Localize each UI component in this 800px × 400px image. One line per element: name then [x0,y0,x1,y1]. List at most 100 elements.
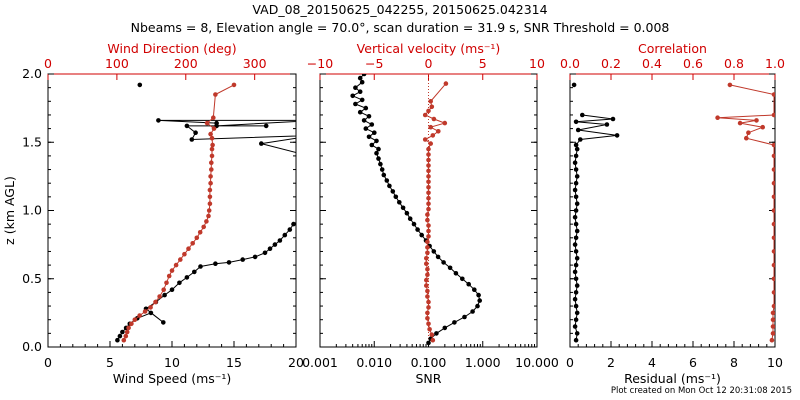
data-point [137,82,143,88]
data-point [161,287,166,293]
data-point [166,273,172,279]
bottom-tick-label: 20 [288,355,304,370]
series-line [574,114,618,341]
data-point [190,241,195,246]
data-point [126,325,131,331]
data-point [771,142,775,148]
chart-subtitle: Nbeams = 8, Elevation angle = 70.0°, sca… [130,20,670,35]
data-point [206,208,212,213]
data-point [207,201,213,206]
data-point [771,112,775,118]
data-point [178,257,183,262]
bottom-tick-label: 0 [44,355,52,370]
data-point [715,115,720,120]
top-tick-label: 300 [243,56,267,71]
data-point [422,112,428,118]
data-point [472,287,477,293]
data-point [259,141,264,146]
data-point [184,123,190,129]
data-point [425,272,430,278]
data-point [209,153,215,159]
data-point [771,276,775,282]
data-point [573,317,579,323]
top-axis-label: Wind Direction (deg) [107,41,236,56]
data-point [426,321,431,327]
data-point [411,221,417,227]
data-point [428,141,434,146]
top-axis-label: Vertical velocity (ms⁻¹) [357,41,501,56]
data-point [453,271,459,276]
data-point [572,242,578,247]
bottom-tick-label: 10.000 [515,355,559,370]
bottom-tick-label: 10 [767,355,783,370]
data-point [574,228,580,234]
data-point [213,261,218,267]
top-tick-label: 10 [529,56,545,71]
data-point [428,124,434,130]
data-point [572,269,578,275]
plot-footer: Plot created on Mon Oct 12 20:31:08 2015 [610,386,792,396]
data-point [272,242,278,247]
data-point [173,262,179,268]
data-point [214,120,219,126]
data-point [387,183,392,189]
data-point [441,260,446,265]
data-point [297,218,302,223]
top-tick-label: 5 [479,56,487,71]
data-point [132,317,138,323]
data-point [727,82,733,88]
data-point [771,208,775,213]
top-tick-label: 100 [105,56,129,71]
data-point [282,232,288,238]
data-point [162,292,167,298]
data-point [366,134,372,140]
data-point [357,109,363,115]
data-point [771,167,775,172]
data-point [121,337,127,343]
data-point [573,208,579,213]
top-tick-label: 1.0 [765,56,785,71]
data-point [353,101,358,107]
data-point [427,327,432,332]
data-point [426,163,431,168]
data-point [357,89,363,94]
data-point [770,310,775,316]
data-point [123,333,129,339]
data-point [460,276,465,282]
data-point [426,305,431,310]
data-point [770,324,775,329]
data-point [573,262,579,268]
bottom-tick-label: 6 [689,355,697,370]
data-point [770,331,775,336]
data-point [369,142,375,148]
data-point [477,298,483,303]
data-point [573,249,579,254]
top-tick-label: 0.8 [724,56,744,71]
top-tick-label: 0.2 [601,56,621,71]
data-point [426,168,431,174]
data-point [194,235,200,241]
data-point [574,201,580,206]
series-line [158,119,296,154]
bottom-axis-label: SNR [416,371,442,386]
data-point [210,142,215,148]
data-point [771,290,775,295]
y-tick-label: 2.0 [22,66,42,81]
data-point [376,156,381,161]
data-point [452,320,457,325]
data-layer [571,82,775,343]
data-point [115,337,120,343]
data-point [169,268,175,273]
panel-3 [569,73,776,348]
data-point [419,232,425,238]
y-tick-label: 1.5 [22,134,42,149]
data-point [447,265,453,271]
data-point [148,305,153,310]
data-point [435,254,441,260]
data-point [312,208,317,213]
data-point [277,238,283,243]
data-point [350,93,356,99]
data-point [573,303,579,309]
data-point [771,221,775,227]
